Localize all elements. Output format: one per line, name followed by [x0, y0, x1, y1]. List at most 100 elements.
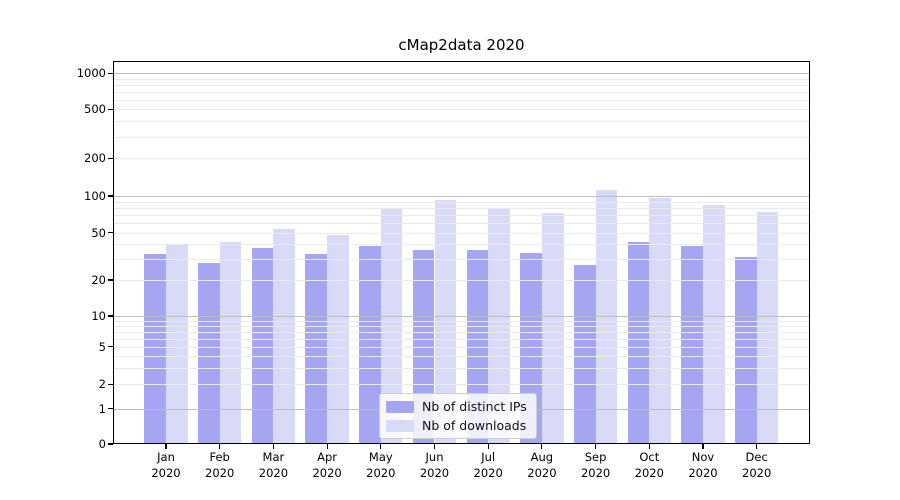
gridline-y-900 [113, 78, 810, 80]
gridline-y-6 [113, 338, 810, 340]
gridline-y-600 [113, 99, 810, 101]
gridline-y-3 [113, 367, 810, 369]
x-tick-label-mar: Mar 2020 [258, 450, 289, 480]
x-tick-mar [272, 444, 274, 449]
spine-top [113, 61, 810, 63]
spine-right [808, 61, 810, 444]
bar-downloads-dec [756, 211, 779, 444]
x-tick-jan [165, 444, 167, 449]
bar-ips-nov [681, 245, 703, 444]
bar-ips-jan [144, 254, 166, 444]
x-tick-label-oct: Oct 2020 [634, 450, 664, 480]
plot-area [113, 61, 810, 444]
x-tick-jun [433, 444, 436, 449]
bar-downloads-feb [219, 241, 242, 444]
y-tick-200 [108, 157, 113, 159]
bar-ips-may [359, 245, 381, 444]
y-tick-100 [108, 195, 113, 197]
gridline-y-10 [113, 316, 810, 317]
x-tick-label-dec: Dec 2020 [742, 450, 772, 480]
y-tick-label-500: 500 [84, 102, 106, 117]
y-tick-label-20: 20 [91, 273, 106, 287]
gridline-y-90 [113, 201, 810, 203]
x-tick-label-feb: Feb 2020 [205, 450, 235, 480]
legend-label: Nb of distinct IPs [422, 399, 527, 414]
y-tick-label-100: 100 [84, 189, 106, 203]
legend: Nb of distinct IPs Nb of downloads [379, 393, 537, 439]
gridline-y-100 [113, 196, 810, 197]
y-tick-label-1: 1 [98, 401, 106, 416]
legend-item: Nb of downloads [386, 418, 527, 433]
gridline-y-400 [113, 121, 810, 123]
legend-label: Nb of downloads [422, 418, 527, 433]
legend-item: Nb of distinct IPs [386, 399, 527, 414]
y-tick-1 [108, 407, 113, 410]
x-tick-dec [756, 444, 758, 449]
spine-left [113, 61, 115, 444]
bar-downloads-aug [541, 212, 564, 444]
x-tick-jul [487, 444, 489, 449]
gridline-y-2 [113, 384, 810, 386]
y-tick-label-0: 0 [98, 437, 106, 451]
y-tick-label-200: 200 [84, 151, 106, 166]
spine-bottom [113, 442, 810, 444]
bar-downloads-jun [434, 200, 457, 444]
x-tick-nov [702, 444, 704, 449]
gridline-y-60 [113, 223, 810, 225]
bar-ips-apr [305, 254, 328, 444]
y-tick-label-2: 2 [98, 377, 106, 392]
legend-swatch [386, 400, 414, 413]
chart-title: cMap2data 2020 [398, 36, 525, 54]
bar-downloads-mar [273, 228, 296, 444]
y-tick-10 [108, 315, 113, 317]
x-tick-label-jul: Jul 2020 [473, 450, 503, 480]
x-tick-label-jun: Jun 2020 [419, 450, 450, 480]
x-tick-feb [219, 444, 221, 449]
bar-downloads-nov [703, 205, 725, 444]
x-tick-label-jan: Jan 2020 [151, 450, 181, 480]
bar-downloads-jan [166, 244, 188, 444]
y-tick-0 [108, 443, 113, 445]
bar-ips-feb [198, 262, 220, 444]
x-tick-apr [326, 444, 328, 449]
gridline-y-500 [113, 109, 810, 111]
x-tick-aug [541, 444, 543, 449]
y-tick-label-50: 50 [91, 225, 106, 240]
gridline-y-1000 [113, 73, 810, 75]
gridline-y-9 [113, 320, 810, 322]
bar-ips-dec [735, 257, 757, 444]
x-tick-may [380, 444, 382, 449]
x-tick-label-sep: Sep 2020 [580, 450, 611, 480]
y-tick-label-5: 5 [98, 339, 106, 354]
gridline-y-200 [113, 158, 810, 160]
x-tick-label-apr: Apr 2020 [312, 450, 342, 480]
y-tick-label-10: 10 [91, 309, 106, 323]
y-tick-50 [108, 232, 113, 234]
legend-swatch [386, 419, 414, 432]
gridline-y-50 [113, 232, 810, 234]
y-tick-500 [108, 108, 113, 110]
gridline-y-800 [113, 84, 810, 86]
gridline-y-4 [113, 355, 810, 357]
y-tick-1000 [108, 72, 113, 74]
gridline-y-40 [113, 244, 810, 246]
x-tick-label-aug: Aug 2020 [527, 450, 557, 480]
x-tick-sep [595, 444, 597, 449]
gridline-y-700 [113, 91, 810, 93]
gridline-y-80 [113, 207, 810, 209]
gridline-y-30 [113, 259, 810, 261]
y-tick-5 [108, 346, 113, 348]
y-tick-20 [108, 279, 113, 281]
gridline-y-70 [113, 214, 810, 216]
bar-ips-oct [627, 241, 650, 444]
gridline-y-20 [113, 280, 810, 281]
bar-ips-sep [573, 264, 596, 444]
x-tick-label-may: May 2020 [366, 450, 396, 480]
gridline-y-8 [113, 325, 810, 327]
x-tick-label-nov: Nov 2020 [688, 450, 718, 480]
gridline-y-5 [113, 346, 810, 348]
gridline-y-7 [113, 331, 810, 333]
gridline-y-300 [113, 136, 810, 138]
y-tick-label-1000: 1000 [76, 66, 106, 81]
